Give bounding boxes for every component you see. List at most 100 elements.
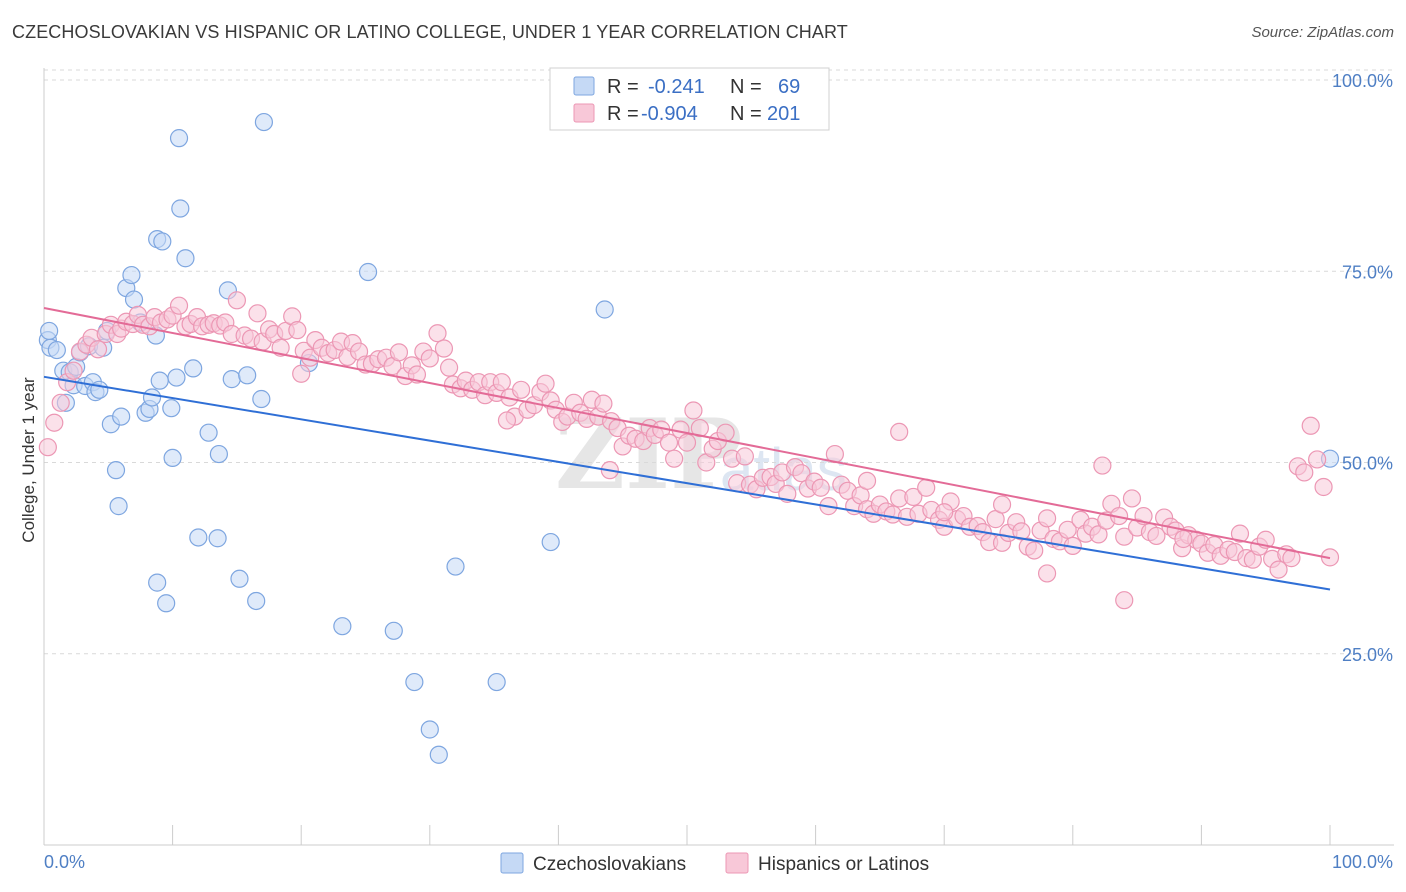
blue-point-35 — [163, 448, 182, 468]
axis-layer — [43, 68, 1394, 846]
pink-point-157 — [1012, 522, 1031, 541]
blue-point-36 — [167, 368, 186, 387]
pink-point-161 — [1037, 509, 1057, 528]
pink-point-35 — [248, 304, 267, 323]
pink-point-4 — [64, 361, 83, 380]
pink-point-82 — [536, 374, 555, 393]
pink-point-63 — [420, 349, 439, 368]
legend-n-label-1: N = — [730, 103, 762, 125]
legend-n-value-0: 69 — [778, 76, 800, 98]
pink-point-214 — [1093, 456, 1112, 475]
blue-point-14 — [90, 380, 109, 399]
pink-point-66 — [439, 358, 459, 377]
y-tick-label-100: 100.0% — [1332, 71, 1393, 91]
blue-point-18 — [106, 461, 126, 480]
pink-point-202 — [1301, 416, 1320, 435]
blue-point-57 — [420, 720, 439, 739]
pink-point-126 — [811, 478, 830, 497]
pink-trend-line — [43, 306, 1331, 560]
blue-point-58 — [429, 745, 448, 764]
pink-point-201 — [1295, 463, 1314, 482]
blue-point-44 — [209, 444, 228, 464]
pink-point-64 — [428, 324, 447, 343]
pink-point-203 — [1308, 450, 1327, 469]
pink-point-32 — [227, 291, 246, 310]
pink-point-58 — [389, 343, 409, 362]
pink-point-173 — [1115, 527, 1134, 546]
blue-point-53 — [333, 617, 352, 636]
pink-point-159 — [1025, 541, 1044, 560]
blue-point-50 — [252, 389, 271, 409]
pink-point-8 — [88, 340, 108, 359]
blue-point-62 — [595, 300, 614, 319]
blue-point-27 — [142, 388, 162, 407]
y-axis-title: College, Under 1 year — [19, 377, 38, 543]
blue-point-60 — [487, 672, 506, 692]
pink-point-216 — [1174, 529, 1193, 549]
pink-point-92 — [594, 394, 613, 413]
legend-r-value-0: -0.241 — [648, 76, 705, 98]
series-hispanics — [38, 291, 1340, 610]
grid-layer: 25.0% 50.0% 75.0% 100.0% — [44, 69, 1394, 665]
pink-point-42 — [288, 321, 307, 340]
legend-n-value-1: 201 — [767, 103, 800, 125]
y-tick-label-50: 50.0% — [1342, 454, 1393, 474]
blue-point-34 — [162, 399, 181, 418]
pink-point-1 — [45, 413, 64, 432]
pink-point-0 — [38, 438, 57, 457]
pink-point-22 — [169, 296, 189, 315]
legend-swatch-pink — [573, 103, 595, 123]
pink-point-102 — [659, 433, 679, 452]
pink-point-206 — [292, 364, 311, 383]
blue-point-29 — [148, 573, 167, 592]
pink-point-174 — [1122, 489, 1142, 508]
legend-r-value-1: -0.904 — [641, 103, 698, 125]
pink-point-207 — [497, 411, 517, 430]
legend-n-label-0: N = — [730, 76, 762, 98]
blue-trend-line — [43, 375, 1331, 591]
blue-point-19 — [109, 497, 128, 516]
blue-point-54 — [358, 262, 378, 282]
pink-point-2 — [51, 393, 70, 412]
blue-point-61 — [541, 532, 560, 552]
bottom-legend-swatch-blue — [500, 852, 524, 874]
blue-point-46 — [222, 370, 241, 389]
blue-point-3 — [47, 340, 66, 360]
legend-r-label-1: R = — [607, 103, 639, 125]
stats-legend: R = -0.241 N = 69 R = -0.904 N = 201 — [549, 67, 830, 131]
blue-point-59 — [446, 557, 465, 576]
pink-point-204 — [1314, 477, 1333, 497]
pink-point-78 — [512, 380, 531, 399]
pink-point-178 — [1147, 526, 1166, 546]
blue-point-47 — [230, 569, 249, 588]
blue-point-56 — [405, 672, 424, 692]
blue-point-42 — [199, 423, 218, 442]
pink-point-75 — [492, 373, 511, 392]
pink-point-210 — [890, 422, 909, 441]
blue-point-23 — [124, 290, 144, 309]
blue-point-37 — [169, 129, 189, 148]
pink-point-211 — [935, 503, 954, 522]
blue-point-32 — [153, 232, 172, 251]
bottom-legend-label-0: Czechoslovakians — [533, 854, 686, 875]
pink-point-114 — [735, 447, 754, 466]
pink-point-197 — [1269, 560, 1288, 579]
blue-point-30 — [150, 371, 169, 390]
pink-point-209 — [857, 471, 877, 490]
x-tick-label-1: 100.0% — [1332, 852, 1393, 872]
blue-point-48 — [238, 366, 257, 385]
legend-swatch-blue — [573, 76, 595, 96]
blue-point-2 — [40, 321, 59, 341]
blue-point-38 — [171, 199, 190, 218]
pink-point-164 — [1058, 520, 1077, 539]
pink-point-191 — [1230, 524, 1250, 543]
pink-point-123 — [792, 464, 811, 483]
blue-point-41 — [189, 528, 208, 547]
pink-point-212 — [992, 495, 1012, 514]
pink-point-169 — [1089, 525, 1108, 544]
source-label: Source: ZipAtlas.com — [1251, 24, 1394, 41]
bottom-legend-label-1: Hispanics or Latinos — [758, 854, 929, 875]
x-tick-label-0: 0.0% — [44, 852, 85, 872]
bottom-legend-swatch-pink — [725, 852, 749, 874]
